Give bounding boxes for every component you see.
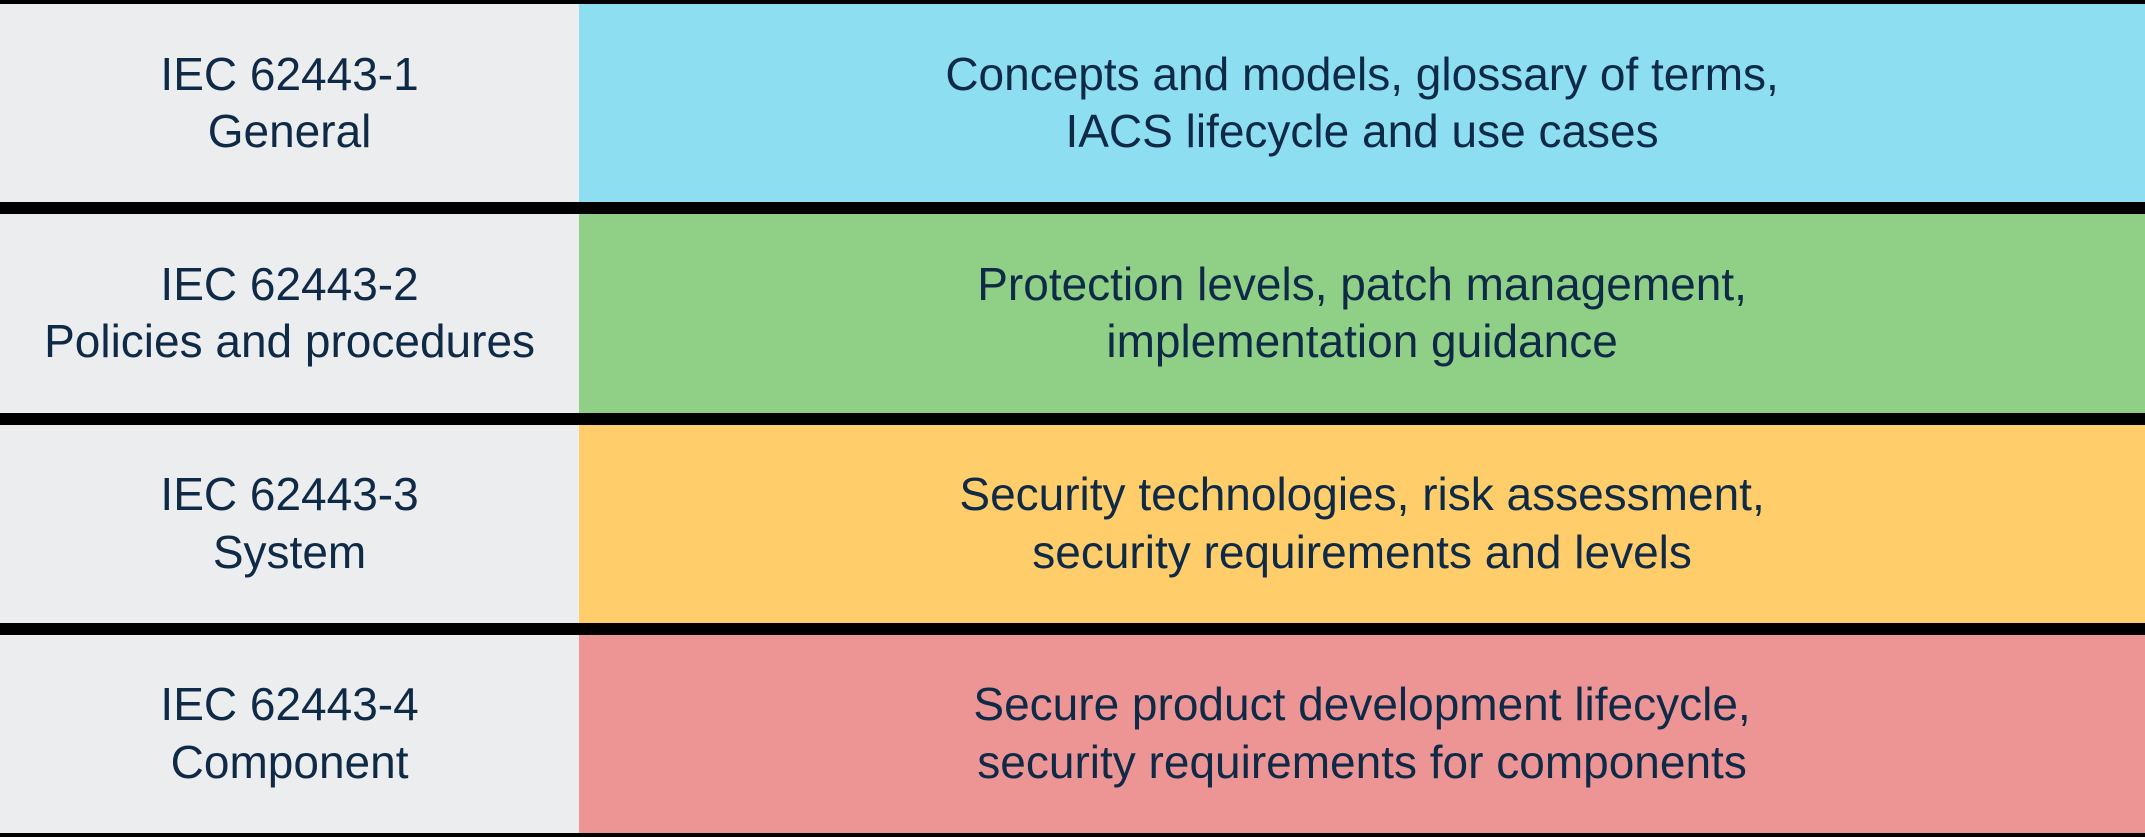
- row3-standard-name: System: [213, 524, 366, 582]
- row3-desc-line1: Security technologies, risk assessment,: [959, 466, 1764, 524]
- table-row: IEC 62443-1 General Concepts and models,…: [0, 0, 2145, 208]
- row2-desc-line1: Protection levels, patch management,: [977, 256, 1747, 314]
- row4-left-cell: IEC 62443-4 Component: [0, 635, 579, 833]
- row3-standard-code: IEC 62443-3: [160, 466, 418, 524]
- table-row: IEC 62443-2 Policies and procedures Prot…: [0, 208, 2145, 418]
- iec-62443-table: IEC 62443-1 General Concepts and models,…: [0, 0, 2145, 837]
- row1-standard-name: General: [208, 103, 372, 161]
- row1-standard-code: IEC 62443-1: [160, 46, 418, 104]
- table-row: IEC 62443-3 System Security technologies…: [0, 419, 2145, 629]
- row4-desc-line2: security requirements for components: [977, 734, 1747, 792]
- row2-left-cell: IEC 62443-2 Policies and procedures: [0, 214, 579, 412]
- row4-desc-line1: Secure product development lifecycle,: [973, 676, 1750, 734]
- row2-standard-name: Policies and procedures: [44, 313, 535, 371]
- row1-right-cell: Concepts and models, glossary of terms, …: [579, 4, 2145, 202]
- row3-desc-line2: security requirements and levels: [1032, 524, 1692, 582]
- row4-right-cell: Secure product development lifecycle, se…: [579, 635, 2145, 833]
- table-row: IEC 62443-4 Component Secure product dev…: [0, 629, 2145, 837]
- row3-right-cell: Security technologies, risk assessment, …: [579, 425, 2145, 623]
- row2-right-cell: Protection levels, patch management, imp…: [579, 214, 2145, 412]
- row1-desc-line1: Concepts and models, glossary of terms,: [945, 46, 1778, 104]
- row4-standard-name: Component: [171, 734, 409, 792]
- row1-left-cell: IEC 62443-1 General: [0, 4, 579, 202]
- row4-standard-code: IEC 62443-4: [160, 676, 418, 734]
- row3-left-cell: IEC 62443-3 System: [0, 425, 579, 623]
- row2-standard-code: IEC 62443-2: [160, 256, 418, 314]
- row2-desc-line2: implementation guidance: [1106, 313, 1617, 371]
- row1-desc-line2: IACS lifecycle and use cases: [1065, 103, 1658, 161]
